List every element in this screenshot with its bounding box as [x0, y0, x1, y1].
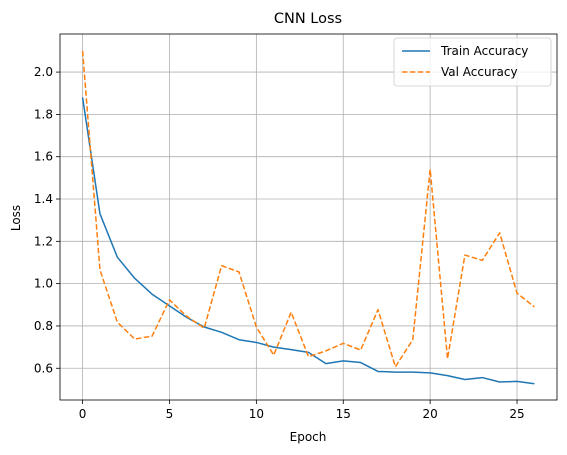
ticks: 0 5 10 15 20 25 0.6 0.8 1.0 1.2 1.4 1.6 1.8 2.0: [34, 65, 525, 421]
y-tick-label: 1.4: [34, 192, 53, 206]
x-tick-label: 0: [79, 407, 87, 421]
plot-frame: [59, 33, 558, 401]
series-line-val: [81, 50, 535, 368]
legend-label: Val Accuracy: [441, 65, 518, 79]
y-axis-label: Loss: [9, 205, 23, 231]
legend-label: Train Accuracy: [440, 44, 528, 58]
legend-box: [393, 37, 552, 87]
x-tick-label: 25: [509, 407, 524, 421]
x-tick-label: 15: [336, 407, 351, 421]
chart-title: CNN Loss: [274, 11, 342, 27]
legend: Train Accuracy Val Accuracy: [393, 37, 552, 87]
x-axis-label: Epoch: [290, 430, 327, 444]
series-line-train: [81, 97, 535, 385]
y-tick-label: 1.8: [34, 107, 53, 121]
x-tick-label: 5: [166, 407, 174, 421]
y-tick-label: 0.8: [34, 319, 53, 333]
grid: [60, 34, 557, 400]
y-tick-label: 2.0: [34, 65, 53, 79]
x-tick-label: 10: [249, 407, 264, 421]
series: [81, 50, 535, 385]
x-tick-label: 20: [423, 407, 438, 421]
y-tick-label: 1.0: [34, 277, 53, 291]
y-tick-label: 1.6: [34, 150, 53, 164]
y-tick-label: 0.6: [34, 361, 53, 375]
y-tick-label: 1.2: [34, 234, 53, 248]
